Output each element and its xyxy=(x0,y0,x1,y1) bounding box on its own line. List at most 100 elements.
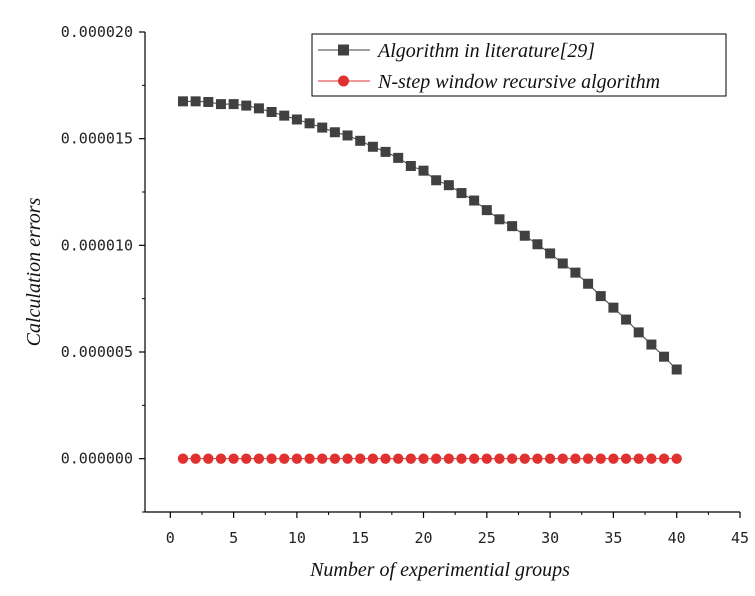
y-tick-label: 0.000020 xyxy=(61,23,133,41)
data-point-square xyxy=(481,205,492,216)
data-point-square xyxy=(570,267,581,278)
data-point-circle xyxy=(203,453,214,464)
x-tick-label: 40 xyxy=(668,529,686,547)
data-point-square xyxy=(595,291,606,302)
data-point-square xyxy=(393,152,404,163)
data-point-square xyxy=(190,96,201,107)
data-point-square xyxy=(253,103,264,114)
data-point-circle xyxy=(443,453,455,464)
data-point-circle xyxy=(430,453,442,464)
data-point-square xyxy=(304,118,315,129)
data-point-circle xyxy=(633,453,644,464)
data-point-circle xyxy=(557,453,568,464)
legend-box xyxy=(311,33,727,97)
data-point-circle xyxy=(279,453,290,464)
data-point-square xyxy=(545,248,556,259)
data-point-circle xyxy=(317,453,328,464)
data-point-square xyxy=(621,314,632,325)
data-point-square xyxy=(633,327,644,338)
data-point-circle xyxy=(367,453,379,464)
data-point-square xyxy=(266,107,277,117)
data-point-square xyxy=(443,180,454,191)
legend-label-nstep: N-step window recursive algorithm xyxy=(377,71,660,93)
data-point-circle xyxy=(228,453,239,464)
data-point-circle xyxy=(582,453,594,464)
x-tick-label: 25 xyxy=(478,529,496,547)
data-point-circle xyxy=(304,453,315,464)
data-point-square xyxy=(203,96,214,107)
legend-marker-circle xyxy=(338,75,349,87)
data-point-square xyxy=(469,195,480,206)
series-layer xyxy=(177,96,682,464)
x-tick-label: 10 xyxy=(288,529,306,547)
data-point-square xyxy=(646,339,657,350)
x-tick-label: 0 xyxy=(166,529,175,547)
data-point-square xyxy=(507,221,518,232)
data-point-circle xyxy=(392,453,404,464)
data-point-circle xyxy=(658,453,670,464)
x-axis-ticks: 0 5 10 15 20 25 30 35 40 45 xyxy=(166,512,749,547)
x-tick-label: 45 xyxy=(731,529,749,547)
data-point-square xyxy=(608,302,619,313)
data-point-circle xyxy=(253,453,265,464)
data-point-circle xyxy=(456,453,467,464)
data-point-square xyxy=(291,114,302,125)
data-point-circle xyxy=(215,453,227,464)
data-point-circle xyxy=(468,453,480,464)
data-point-circle xyxy=(608,453,619,464)
data-point-circle xyxy=(329,453,341,464)
data-point-square xyxy=(431,175,442,186)
data-point-square xyxy=(329,127,340,138)
data-point-circle xyxy=(481,453,493,464)
data-point-square xyxy=(519,230,530,241)
x-tick-label: 20 xyxy=(414,529,432,547)
data-point-circle xyxy=(570,453,581,464)
data-point-square xyxy=(342,130,353,141)
data-point-circle xyxy=(291,453,303,464)
data-point-square xyxy=(228,99,239,110)
data-point-circle xyxy=(241,453,252,464)
data-point-circle xyxy=(519,453,530,464)
data-point-circle xyxy=(595,453,606,464)
legend: Algorithm in literature[29] N-step windo… xyxy=(311,33,727,97)
data-point-square xyxy=(367,141,378,152)
data-point-circle xyxy=(532,453,543,464)
data-point-square xyxy=(380,146,391,157)
data-point-square xyxy=(317,122,328,133)
data-point-square xyxy=(177,96,188,107)
data-point-circle xyxy=(355,453,366,464)
y-tick-label: 0.000010 xyxy=(61,236,133,254)
data-point-square xyxy=(456,188,467,199)
y-tick-label: 0.000005 xyxy=(61,343,133,361)
x-tick-label: 30 xyxy=(541,529,559,547)
legend-label-literature: Algorithm in literature[29] xyxy=(376,40,595,62)
data-point-square xyxy=(405,160,416,171)
data-point-circle xyxy=(190,453,201,464)
data-point-square xyxy=(279,110,290,121)
data-point-circle xyxy=(671,453,682,464)
y-axis-ticks: 0.000000 0.000005 0.000010 0.000015 0.000020 xyxy=(61,23,145,513)
data-point-circle xyxy=(380,453,391,464)
data-point-circle xyxy=(418,453,429,464)
series-line-0 xyxy=(182,100,678,370)
data-point-circle xyxy=(646,453,657,464)
data-point-circle xyxy=(494,453,505,464)
x-axis-title: Number of experimential groups xyxy=(309,559,570,581)
data-point-square xyxy=(241,100,252,111)
data-point-circle xyxy=(544,453,556,464)
data-point-circle xyxy=(405,453,417,464)
data-point-square xyxy=(494,214,505,225)
x-tick-label: 15 xyxy=(351,529,369,547)
x-tick-label: 5 xyxy=(229,529,238,547)
data-point-square xyxy=(355,135,366,146)
data-point-circle xyxy=(342,453,353,464)
data-point-circle xyxy=(620,453,632,464)
x-tick-label: 35 xyxy=(604,529,622,547)
data-point-circle xyxy=(266,453,277,464)
data-point-square xyxy=(532,239,543,250)
data-point-square xyxy=(671,364,682,375)
y-axis-title: Calculation errors xyxy=(23,197,45,346)
legend-marker-square xyxy=(338,44,349,56)
y-tick-label: 0.000015 xyxy=(61,130,133,148)
